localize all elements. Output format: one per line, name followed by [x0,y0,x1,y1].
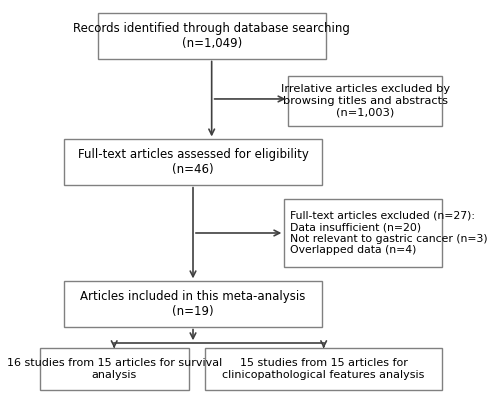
Text: 15 studies from 15 articles for
clinicopathological features analysis: 15 studies from 15 articles for clinicop… [222,358,425,380]
FancyBboxPatch shape [288,76,442,125]
FancyBboxPatch shape [40,348,189,390]
FancyBboxPatch shape [284,198,442,268]
FancyBboxPatch shape [98,13,326,58]
FancyBboxPatch shape [64,281,322,327]
Text: Full-text articles excluded (n=27):
Data insufficient (n=20)
Not relevant to gas: Full-text articles excluded (n=27): Data… [290,210,488,255]
FancyBboxPatch shape [206,348,442,390]
FancyBboxPatch shape [64,139,322,185]
Text: Articles included in this meta-analysis
(n=19): Articles included in this meta-analysis … [80,290,306,318]
Text: Irrelative articles excluded by
browsing titles and abstracts
(n=1,003): Irrelative articles excluded by browsing… [280,84,450,118]
Text: Records identified through database searching
(n=1,049): Records identified through database sear… [73,22,350,50]
Text: 16 studies from 15 articles for survival
analysis: 16 studies from 15 articles for survival… [6,358,222,380]
Text: Full-text articles assessed for eligibility
(n=46): Full-text articles assessed for eligibil… [78,148,308,176]
